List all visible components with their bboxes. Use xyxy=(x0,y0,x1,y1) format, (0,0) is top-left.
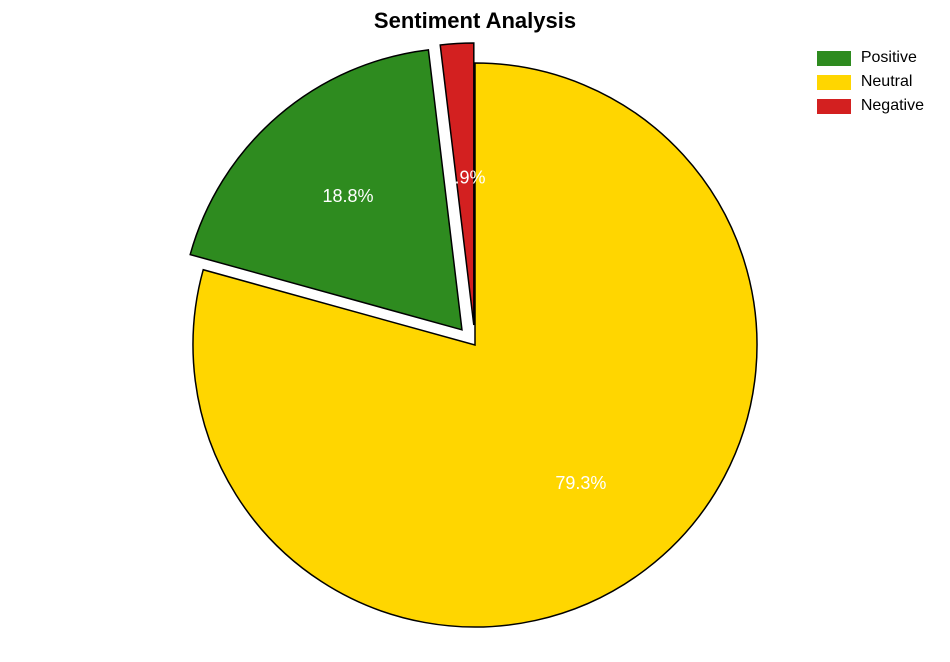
legend-item-positive: Positive xyxy=(817,46,924,70)
slice-label-neutral: 79.3% xyxy=(555,473,606,493)
legend-label-neutral: Neutral xyxy=(861,73,913,91)
legend: Positive Neutral Negative xyxy=(817,46,924,118)
chart-title: Sentiment Analysis xyxy=(0,8,950,34)
chart-container: Sentiment Analysis 79.3% 18.8% 1.9% Positi… xyxy=(0,0,950,662)
slice-label-positive: 18.8% xyxy=(322,186,373,206)
legend-label-negative: Negative xyxy=(861,97,924,115)
legend-item-negative: Negative xyxy=(817,94,924,118)
legend-label-positive: Positive xyxy=(861,49,917,67)
legend-swatch-negative xyxy=(817,99,851,114)
legend-swatch-neutral xyxy=(817,75,851,90)
legend-swatch-positive xyxy=(817,51,851,66)
slice-label-negative: 1.9% xyxy=(445,167,486,187)
legend-item-neutral: Neutral xyxy=(817,70,924,94)
pie-chart: 79.3% 18.8% 1.9% xyxy=(0,0,950,662)
